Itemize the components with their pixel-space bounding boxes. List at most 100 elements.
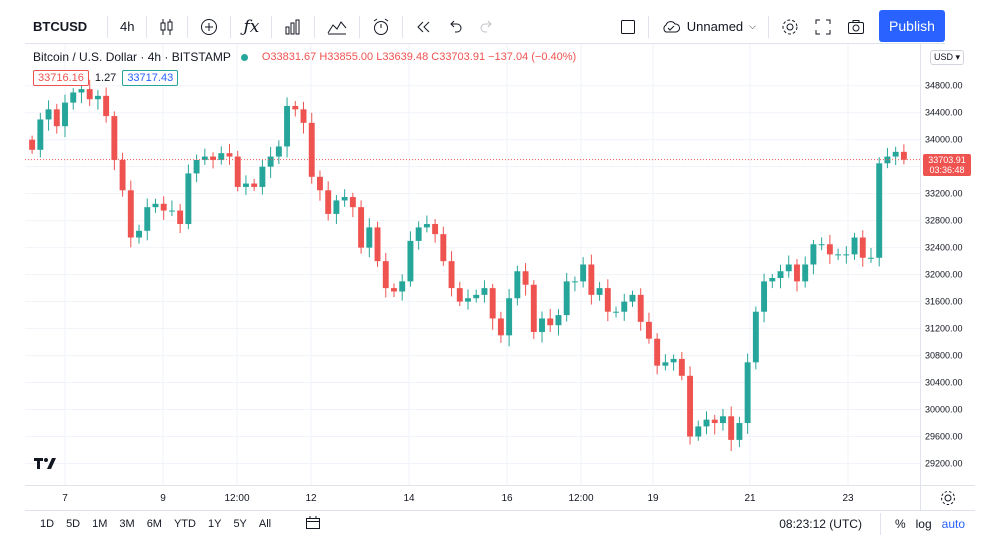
candle[interactable] bbox=[127, 180, 134, 248]
alert-icon[interactable] bbox=[364, 10, 398, 44]
candle[interactable] bbox=[678, 351, 685, 381]
candle[interactable] bbox=[687, 366, 694, 445]
candle[interactable] bbox=[242, 175, 249, 195]
compare-icon[interactable] bbox=[319, 10, 355, 44]
candle[interactable] bbox=[152, 198, 159, 213]
candle[interactable] bbox=[695, 420, 702, 441]
candle[interactable] bbox=[580, 257, 587, 288]
candle[interactable] bbox=[267, 146, 274, 178]
candle[interactable] bbox=[144, 198, 151, 241]
axis-settings-icon[interactable] bbox=[920, 485, 975, 510]
candle[interactable] bbox=[588, 254, 595, 305]
candle[interactable] bbox=[711, 414, 718, 435]
candle[interactable] bbox=[744, 353, 751, 434]
candle[interactable] bbox=[843, 246, 850, 264]
candle[interactable] bbox=[234, 150, 241, 192]
candle[interactable] bbox=[308, 112, 315, 184]
range-5y[interactable]: 5Y bbox=[233, 518, 247, 530]
candle[interactable] bbox=[465, 289, 471, 310]
candles-icon[interactable] bbox=[151, 10, 183, 44]
candle[interactable] bbox=[719, 409, 726, 431]
candle[interactable] bbox=[218, 146, 225, 165]
range-all[interactable]: All bbox=[258, 518, 272, 530]
candle[interactable] bbox=[530, 280, 537, 339]
range-1d[interactable]: 1D bbox=[40, 518, 55, 530]
candle[interactable] bbox=[810, 239, 817, 275]
candle[interactable] bbox=[168, 200, 175, 216]
candle[interactable] bbox=[563, 272, 570, 322]
settings-icon[interactable] bbox=[773, 10, 807, 44]
candle[interactable] bbox=[37, 112, 44, 158]
candle[interactable] bbox=[349, 192, 356, 218]
candle[interactable] bbox=[604, 279, 611, 322]
candle[interactable] bbox=[317, 170, 323, 201]
indicators-icon[interactable]: ƒx bbox=[243, 16, 260, 37]
candle[interactable] bbox=[407, 231, 414, 287]
candle[interactable] bbox=[210, 152, 217, 169]
candle[interactable] bbox=[613, 306, 619, 318]
candle[interactable] bbox=[366, 218, 373, 258]
chart-pane[interactable] bbox=[25, 44, 920, 485]
layout-name-button[interactable]: Unnamed ⌵ bbox=[653, 10, 764, 44]
candle[interactable] bbox=[325, 181, 332, 221]
candle[interactable] bbox=[259, 159, 266, 195]
range-3m[interactable]: 3M bbox=[119, 518, 135, 530]
candle[interactable] bbox=[539, 311, 545, 343]
candle[interactable] bbox=[111, 111, 118, 171]
candle[interactable] bbox=[802, 256, 809, 288]
candle[interactable] bbox=[374, 221, 381, 267]
candle[interactable] bbox=[736, 416, 743, 448]
range-ytd[interactable]: YTD bbox=[173, 518, 196, 530]
candle[interactable] bbox=[86, 79, 93, 107]
candle[interactable] bbox=[119, 152, 126, 197]
candle[interactable] bbox=[851, 232, 858, 260]
log-toggle[interactable]: log bbox=[915, 517, 932, 531]
candle[interactable] bbox=[399, 274, 406, 301]
candle[interactable] bbox=[859, 230, 866, 267]
candle[interactable] bbox=[226, 143, 233, 165]
candle[interactable] bbox=[876, 157, 883, 267]
candle[interactable] bbox=[752, 306, 759, 370]
interval-button[interactable]: 4h bbox=[120, 19, 135, 34]
candle[interactable] bbox=[835, 248, 842, 261]
candle[interactable] bbox=[794, 259, 800, 292]
utc-clock[interactable]: 08:23:12 (UTC) bbox=[779, 517, 862, 531]
candle[interactable] bbox=[432, 219, 439, 243]
candle[interactable] bbox=[185, 164, 192, 230]
publish-button[interactable]: Publish bbox=[879, 10, 945, 42]
candle[interactable] bbox=[481, 280, 488, 303]
candle[interactable] bbox=[300, 101, 307, 134]
candle[interactable] bbox=[160, 196, 167, 220]
candle[interactable] bbox=[703, 411, 710, 435]
candle[interactable] bbox=[555, 309, 562, 336]
time-axis[interactable]: 7 9 12:00 12 14 16 12:00 19 21 23 bbox=[25, 485, 920, 510]
candle[interactable] bbox=[53, 103, 60, 134]
candle[interactable] bbox=[785, 255, 792, 278]
candle[interactable] bbox=[645, 312, 652, 344]
range-5d[interactable]: 5D bbox=[66, 518, 81, 530]
candle[interactable] bbox=[136, 224, 142, 244]
candle[interactable] bbox=[45, 100, 52, 131]
candle[interactable] bbox=[769, 273, 776, 289]
candle[interactable] bbox=[358, 200, 365, 254]
templates-icon[interactable] bbox=[276, 10, 310, 44]
candle[interactable] bbox=[761, 273, 768, 323]
candle[interactable] bbox=[571, 276, 578, 292]
candle[interactable] bbox=[547, 308, 554, 332]
candle[interactable] bbox=[292, 100, 299, 117]
undo-icon[interactable] bbox=[439, 10, 471, 44]
range-6m[interactable]: 6M bbox=[146, 518, 162, 530]
candle[interactable] bbox=[489, 283, 496, 330]
add-compare-icon[interactable] bbox=[192, 10, 226, 44]
candle[interactable] bbox=[596, 281, 603, 301]
candle[interactable] bbox=[448, 251, 455, 297]
redo-icon[interactable] bbox=[471, 10, 503, 44]
candle[interactable] bbox=[382, 252, 389, 298]
candle[interactable] bbox=[637, 288, 644, 331]
candle[interactable] bbox=[497, 311, 504, 343]
candle[interactable] bbox=[391, 283, 397, 298]
ask-price[interactable]: 33717.43 bbox=[122, 70, 179, 86]
bid-price[interactable]: 33716.16 bbox=[33, 70, 89, 86]
candle[interactable] bbox=[900, 144, 907, 165]
date-range-icon[interactable] bbox=[305, 515, 321, 533]
